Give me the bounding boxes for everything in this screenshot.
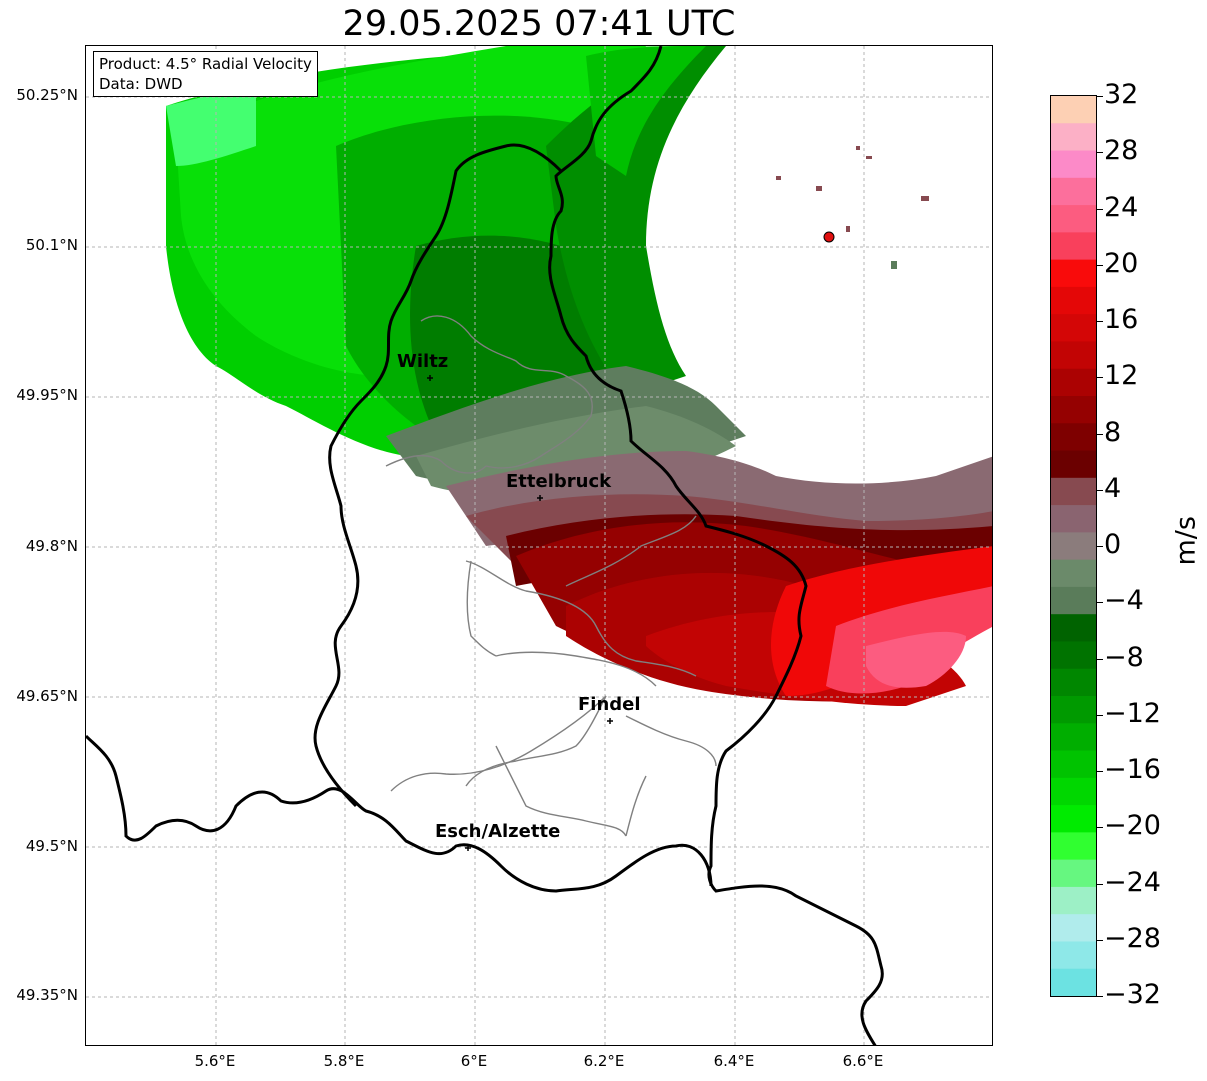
colorbar-segment <box>1051 123 1096 152</box>
lon-label: 5.6°E <box>194 1052 236 1070</box>
colorbar-segment <box>1051 941 1096 970</box>
colorbar-segment <box>1051 586 1096 615</box>
colorbar-tick-label: 20 <box>1104 247 1139 279</box>
velocity-field <box>166 46 992 706</box>
colorbar-tick-mark <box>1097 321 1103 322</box>
colorbar-segment <box>1051 968 1096 997</box>
map-area[interactable] <box>85 45 993 1046</box>
lat-label: 49.5°N <box>25 837 78 855</box>
lon-label: 6.4°E <box>713 1052 755 1070</box>
colorbar-segment <box>1051 559 1096 588</box>
colorbar-tick-mark <box>1097 771 1103 772</box>
colorbar-tick-mark <box>1097 96 1103 97</box>
colorbar-tick-mark <box>1097 433 1103 435</box>
colorbar-tick-label: 4 <box>1104 472 1122 504</box>
national-borders <box>86 46 884 1045</box>
colorbar-segment <box>1051 750 1096 779</box>
colorbar-tick-label: 32 <box>1104 79 1139 110</box>
colorbar-segment <box>1051 177 1096 206</box>
colorbar-tick-label: −16 <box>1104 754 1161 785</box>
colorbar-tick-label: 24 <box>1104 191 1139 223</box>
city-label-ettelbruck: Ettelbruck <box>506 471 612 492</box>
colorbar-segment <box>1051 286 1096 315</box>
colorbar-tick-mark <box>1097 883 1103 885</box>
colorbar-segment <box>1051 205 1096 233</box>
lat-label: 50.25°N <box>16 86 78 104</box>
colorbar-tick-label: −32 <box>1104 979 1161 1010</box>
colorbar-segment <box>1051 150 1096 179</box>
map-title: 29.05.2025 07:41 UTC <box>342 4 736 44</box>
colorbar-tick-mark <box>1097 546 1103 547</box>
colorbar-tick-mark <box>1097 658 1103 660</box>
colorbar-tick-mark <box>1097 996 1103 997</box>
colorbar-tick-label: 8 <box>1104 416 1122 448</box>
colorbar-segment <box>1051 886 1096 915</box>
colorbar-segment <box>1051 805 1096 833</box>
colorbar-tick-label: 0 <box>1104 529 1122 560</box>
colorbar-segment <box>1051 777 1096 806</box>
graticule <box>86 46 992 1045</box>
lon-label: 5.8°E <box>323 1052 365 1070</box>
colorbar-tick-label: −8 <box>1104 641 1144 673</box>
colorbar-segment <box>1051 505 1096 533</box>
colorbar-tick-mark <box>1097 714 1103 716</box>
colorbar-segment <box>1051 396 1096 424</box>
colorbar-segment <box>1051 368 1096 397</box>
city-label-esch-alzette: Esch/Alzette <box>435 821 561 842</box>
city-label-wiltz: Wiltz <box>397 351 449 372</box>
product-info-box: Product: 4.5° Radial Velocity Data: DWD <box>93 51 318 97</box>
product-label: Product: 4.5° Radial Velocity <box>99 55 312 73</box>
colorbar-tick-label: 12 <box>1104 360 1139 392</box>
colorbar-segment <box>1051 832 1096 861</box>
colorbar-segment <box>1051 232 1096 261</box>
colorbar-segment <box>1051 314 1096 342</box>
colorbar-segment <box>1051 668 1096 697</box>
colorbar-tick-label: −28 <box>1104 922 1161 954</box>
radar-map <box>86 46 992 1045</box>
colorbar-segment <box>1051 696 1096 724</box>
colorbar-tick-label: −12 <box>1104 697 1161 729</box>
city-markers <box>427 375 613 851</box>
colorbar-tick-mark <box>1097 152 1103 154</box>
colorbar-tick-label: 16 <box>1104 304 1139 335</box>
colorbar-segment <box>1051 859 1096 888</box>
colorbar-tick-mark <box>1097 602 1103 604</box>
colorbar-segment <box>1051 450 1096 479</box>
colorbar-tick-label: −24 <box>1104 866 1161 898</box>
lat-label: 49.8°N <box>25 537 78 555</box>
colorbar-tick-mark <box>1097 264 1103 266</box>
colorbar-tick-mark <box>1097 827 1103 829</box>
colorbar-segment <box>1051 477 1096 506</box>
colorbar-tick-mark <box>1097 489 1103 491</box>
colorbar-segment <box>1051 259 1096 288</box>
lon-label: 6.2°E <box>583 1052 625 1070</box>
colorbar-segment <box>1051 423 1096 452</box>
colorbar-segment <box>1051 641 1096 670</box>
lon-label: 6°E <box>460 1052 488 1070</box>
lat-label: 49.95°N <box>16 386 78 404</box>
colorbar-segment <box>1051 96 1096 124</box>
colorbar-segment <box>1051 341 1096 370</box>
city-label-findel: Findel <box>578 694 641 715</box>
lat-label: 49.35°N <box>16 986 78 1004</box>
colorbar-tick-mark <box>1097 208 1103 210</box>
lat-label: 49.65°N <box>16 687 78 705</box>
colorbar-segment <box>1051 532 1096 561</box>
colorbar-segment <box>1051 914 1096 942</box>
lat-label: 50.1°N <box>25 236 78 254</box>
data-source-label: Data: DWD <box>99 75 183 93</box>
colorbar-tick-mark <box>1097 939 1103 941</box>
canton-borders <box>385 315 717 837</box>
colorbar-tick-mark <box>1097 377 1103 379</box>
velocity-colorbar <box>1050 95 1097 997</box>
radar-site-marker[interactable] <box>823 231 835 243</box>
colorbar-tick-label: −4 <box>1104 585 1144 617</box>
colorbar-segment <box>1051 614 1096 642</box>
colorbar-tick-label: −20 <box>1104 810 1161 842</box>
colorbar-tick-label: 28 <box>1104 135 1139 167</box>
colorbar-segment <box>1051 723 1096 752</box>
colorbar-unit-label: m/s <box>1170 516 1202 566</box>
lon-label: 6.6°E <box>842 1052 884 1070</box>
